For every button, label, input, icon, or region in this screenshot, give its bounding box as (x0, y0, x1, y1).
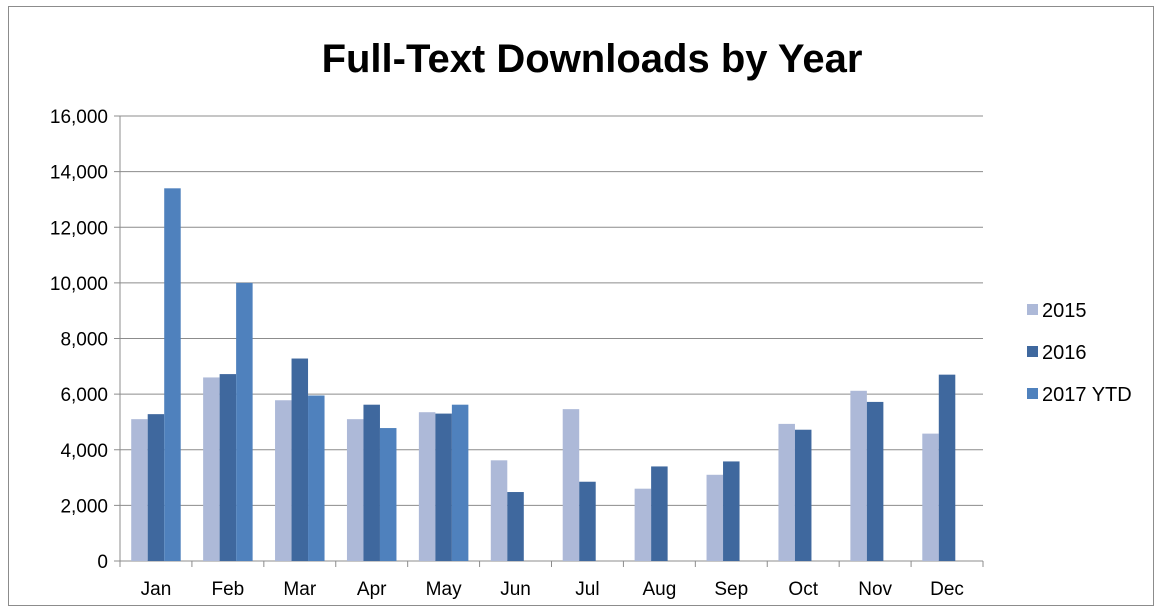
x-tick-label: Aug (642, 579, 676, 600)
bar-2015-aug (634, 488, 652, 561)
bar-2016-sep (723, 461, 740, 561)
bar-2017-ytd-apr (379, 428, 397, 561)
legend-swatch (1027, 346, 1038, 357)
legend-label: 2016 (1042, 342, 1087, 364)
y-tick-label: 2,000 (60, 496, 108, 517)
y-tick-label: 0 (97, 552, 108, 573)
y-tick-label: 4,000 (60, 441, 108, 462)
bar-2017-ytd-may (451, 404, 469, 561)
bar-2015-jul (562, 409, 580, 561)
bar-2015-mar (275, 400, 292, 561)
bar-2015-may (418, 412, 436, 561)
bar-2016-jan (147, 414, 165, 561)
x-tick-label: Jul (575, 579, 599, 600)
bar-2016-mar (291, 358, 309, 561)
legend-label: 2015 (1042, 300, 1087, 322)
bar-2016-nov (866, 401, 884, 561)
x-axis: Jan Feb Mar Apr May Jun Jul Aug Sep Oct Nov Dec (119, 560, 984, 600)
x-tick-label: Oct (788, 579, 818, 600)
y-tick-label: 10,000 (50, 274, 108, 295)
y-tick-label: 8,000 (60, 330, 108, 351)
x-tick-label: Jan (141, 579, 172, 600)
x-tick-label: Feb (212, 579, 245, 600)
bar-2016-feb (219, 374, 237, 561)
bar-2016-apr (363, 404, 380, 561)
bar-2015-nov (850, 390, 867, 561)
bar-2015-dec (922, 433, 939, 561)
chart-title: Full-Text Downloads by Year (322, 37, 863, 81)
legend-swatch (1027, 388, 1038, 399)
bars (131, 188, 956, 561)
bar-2017-ytd-mar (308, 395, 325, 561)
x-tick-label: Dec (930, 579, 964, 600)
bar-2015-jan (131, 419, 148, 561)
bar-2015-jun (490, 460, 508, 561)
y-tick-label: 12,000 (50, 218, 108, 239)
bar-2016-oct (794, 429, 812, 561)
bar-2016-dec (938, 374, 956, 561)
x-tick-label: Sep (714, 579, 748, 600)
legend: 2015 2016 2017 YTD (1027, 300, 1132, 406)
y-tick-label: 14,000 (50, 163, 108, 184)
bar-2017-ytd-jan (164, 188, 181, 561)
bar-2016-aug (651, 466, 668, 561)
legend-swatch (1027, 304, 1038, 315)
y-axis: 0 2,000 4,000 6,000 8,000 10,000 12,000 14,000 1… (50, 107, 121, 573)
x-tick-label: Jun (500, 579, 531, 600)
x-tick-label: Apr (357, 579, 387, 600)
bar-2017-ytd-feb (236, 282, 253, 561)
y-tick-label: 16,000 (50, 107, 108, 128)
x-tick-label: Nov (858, 579, 892, 600)
bar-2015-oct (778, 423, 795, 561)
bar-2015-feb (203, 377, 220, 561)
x-tick-label: Mar (283, 579, 316, 600)
gridlines (120, 115, 983, 506)
bar-2016-jun (507, 492, 524, 561)
bar-2016-may (435, 413, 452, 561)
bar-2015-apr (346, 419, 364, 561)
bar-2016-jul (579, 481, 596, 561)
bar-2015-sep (706, 474, 724, 561)
x-tick-label: May (426, 579, 462, 600)
legend-label: 2017 YTD (1042, 384, 1132, 406)
y-tick-label: 6,000 (60, 385, 108, 406)
